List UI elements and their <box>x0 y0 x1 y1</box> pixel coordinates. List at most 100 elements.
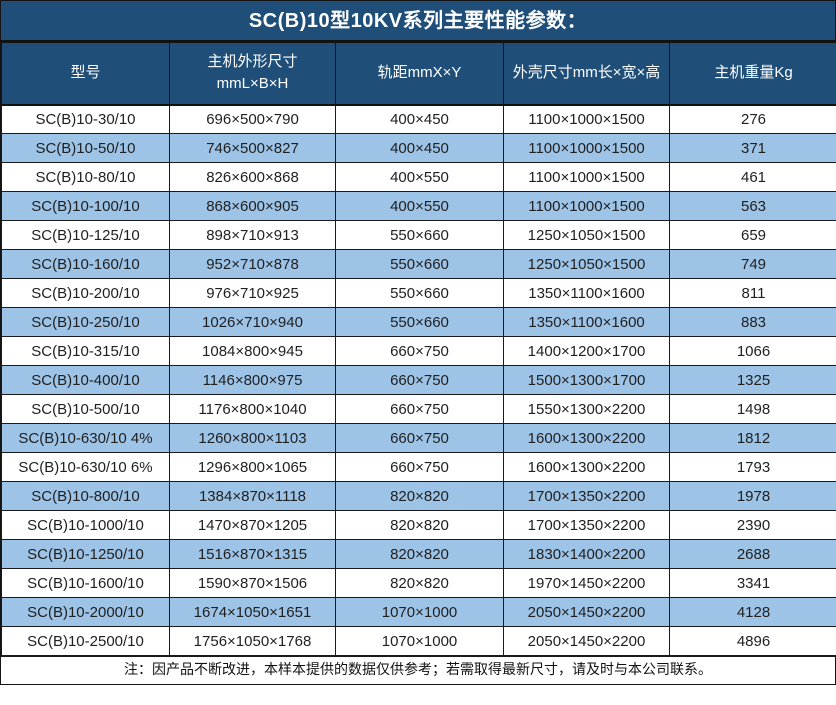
cell-shell-size: 1350×1100×1600 <box>503 278 670 308</box>
table-row: SC(B)10-1250/10 1516×870×1315 820×820 1830×… <box>1 539 836 569</box>
col-header-model-label: 型号 <box>70 64 101 82</box>
table-row: SC(B)10-2500/10 1756×1050×1768 1070×1000 20… <box>1 626 836 656</box>
cell-model: SC(B)10-1250/10 <box>1 539 170 569</box>
footnote: 注：因产品不断改进，本样本提供的数据仅供参考；若需取得最新尺寸，请及时与本公司联… <box>1 656 835 684</box>
cell-rail-gauge: 820×820 <box>335 539 504 569</box>
cell-weight: 883 <box>669 307 836 337</box>
cell-rail-gauge: 550×660 <box>335 220 504 250</box>
cell-weight: 749 <box>669 249 836 279</box>
cell-shell-size: 1500×1300×1700 <box>503 365 670 395</box>
cell-rail-gauge: 660×750 <box>335 394 504 424</box>
parameters-table: 型号 主机外形尺寸 mmL×B×H 轨距mmX×Y 外壳尺寸mm长×宽×高 主机… <box>1 42 836 656</box>
cell-model: SC(B)10-2000/10 <box>1 597 170 627</box>
cell-dimensions: 1470×870×1205 <box>169 510 336 540</box>
cell-rail-gauge: 400×450 <box>335 133 504 163</box>
header-row: 型号 主机外形尺寸 mmL×B×H 轨距mmX×Y 外壳尺寸mm长×宽×高 主机… <box>1 42 836 106</box>
col-header-dimensions-line1: 主机外形尺寸 <box>207 53 298 71</box>
cell-model: SC(B)10-160/10 <box>1 249 170 279</box>
cell-model: SC(B)10-125/10 <box>1 220 170 250</box>
cell-rail-gauge: 820×820 <box>335 481 504 511</box>
cell-dimensions: 868×600×905 <box>169 191 336 221</box>
cell-weight: 371 <box>669 133 836 163</box>
cell-rail-gauge: 660×750 <box>335 423 504 453</box>
cell-shell-size: 1970×1450×2200 <box>503 568 670 598</box>
cell-rail-gauge: 660×750 <box>335 452 504 482</box>
col-header-weight-label: 主机重量Kg <box>714 64 793 82</box>
cell-shell-size: 1100×1000×1500 <box>503 104 670 134</box>
col-header-dimensions-line2: mmL×B×H <box>216 75 289 93</box>
cell-weight: 3341 <box>669 568 836 598</box>
cell-weight: 276 <box>669 104 836 134</box>
cell-shell-size: 1700×1350×2200 <box>503 481 670 511</box>
cell-shell-size: 1550×1300×2200 <box>503 394 670 424</box>
cell-rail-gauge: 550×660 <box>335 278 504 308</box>
cell-model: SC(B)10-50/10 <box>1 133 170 163</box>
cell-dimensions: 976×710×925 <box>169 278 336 308</box>
cell-dimensions: 1384×870×1118 <box>169 481 336 511</box>
table-row: SC(B)10-200/10 976×710×925 550×660 1350×110… <box>1 278 836 308</box>
cell-rail-gauge: 400×550 <box>335 191 504 221</box>
cell-model: SC(B)10-80/10 <box>1 162 170 192</box>
cell-dimensions: 1674×1050×1651 <box>169 597 336 627</box>
cell-shell-size: 1700×1350×2200 <box>503 510 670 540</box>
col-header-rail-gauge-label: 轨距mmX×Y <box>377 64 462 82</box>
cell-model: SC(B)10-800/10 <box>1 481 170 511</box>
spec-table: SC(B)10型10KV系列主要性能参数： 型号 主机外形尺寸 mmL×B×H … <box>0 0 836 685</box>
table-row: SC(B)10-1000/10 1470×870×1205 820×820 1700×… <box>1 510 836 540</box>
cell-weight: 1978 <box>669 481 836 511</box>
cell-rail-gauge: 550×660 <box>335 307 504 337</box>
cell-shell-size: 1250×1050×1500 <box>503 220 670 250</box>
cell-rail-gauge: 400×550 <box>335 162 504 192</box>
cell-dimensions: 1176×800×1040 <box>169 394 336 424</box>
cell-dimensions: 826×600×868 <box>169 162 336 192</box>
cell-shell-size: 1600×1300×2200 <box>503 452 670 482</box>
cell-model: SC(B)10-500/10 <box>1 394 170 424</box>
cell-dimensions: 1084×800×945 <box>169 336 336 366</box>
cell-model: SC(B)10-630/10 6% <box>1 452 170 482</box>
col-header-shell-size-label: 外壳尺寸mm长×宽×高 <box>512 64 661 82</box>
cell-shell-size: 1100×1000×1500 <box>503 162 670 192</box>
table-row: SC(B)10-500/10 1176×800×1040 660×750 1550×1… <box>1 394 836 424</box>
table-header: 型号 主机外形尺寸 mmL×B×H 轨距mmX×Y 外壳尺寸mm长×宽×高 主机… <box>1 42 836 106</box>
table-row: SC(B)10-30/10 696×500×790 400×450 1100×1000… <box>1 104 836 134</box>
cell-model: SC(B)10-30/10 <box>1 104 170 134</box>
cell-weight: 2688 <box>669 539 836 569</box>
cell-model: SC(B)10-200/10 <box>1 278 170 308</box>
table-row: SC(B)10-125/10 898×710×913 550×660 1250×105… <box>1 220 836 250</box>
table-row: SC(B)10-250/10 1026×710×940 550×660 1350×11… <box>1 307 836 337</box>
cell-rail-gauge: 820×820 <box>335 510 504 540</box>
cell-shell-size: 1400×1200×1700 <box>503 336 670 366</box>
table-row: SC(B)10-80/10 826×600×868 400×550 1100×1000… <box>1 162 836 192</box>
cell-rail-gauge: 660×750 <box>335 365 504 395</box>
col-header-shell-size: 外壳尺寸mm长×宽×高 <box>503 42 670 106</box>
table-row: SC(B)10-100/10 868×600×905 400×550 1100×100… <box>1 191 836 221</box>
cell-dimensions: 696×500×790 <box>169 104 336 134</box>
cell-weight: 461 <box>669 162 836 192</box>
cell-model: SC(B)10-315/10 <box>1 336 170 366</box>
table-row: SC(B)10-160/10 952×710×878 550×660 1250×105… <box>1 249 836 279</box>
cell-model: SC(B)10-630/10 4% <box>1 423 170 453</box>
cell-dimensions: 1146×800×975 <box>169 365 336 395</box>
col-header-rail-gauge: 轨距mmX×Y <box>335 42 504 106</box>
cell-weight: 659 <box>669 220 836 250</box>
cell-model: SC(B)10-400/10 <box>1 365 170 395</box>
cell-weight: 811 <box>669 278 836 308</box>
cell-dimensions: 1516×870×1315 <box>169 539 336 569</box>
cell-rail-gauge: 1070×1000 <box>335 597 504 627</box>
table-row: SC(B)10-800/10 1384×870×1118 820×820 1700×1… <box>1 481 836 511</box>
cell-dimensions: 1756×1050×1768 <box>169 626 336 656</box>
table-row: SC(B)10-630/10 6% 1296×800×1065 660×750 160… <box>1 452 836 482</box>
table-row: SC(B)10-315/10 1084×800×945 660×750 1400×12… <box>1 336 836 366</box>
cell-shell-size: 1350×1100×1600 <box>503 307 670 337</box>
table-row: SC(B)10-400/10 1146×800×975 660×750 1500×13… <box>1 365 836 395</box>
col-header-dimensions: 主机外形尺寸 mmL×B×H <box>169 42 336 106</box>
cell-dimensions: 898×710×913 <box>169 220 336 250</box>
cell-model: SC(B)10-1600/10 <box>1 568 170 598</box>
cell-dimensions: 952×710×878 <box>169 249 336 279</box>
cell-shell-size: 2050×1450×2200 <box>503 597 670 627</box>
cell-weight: 1498 <box>669 394 836 424</box>
cell-weight: 1793 <box>669 452 836 482</box>
table-body: SC(B)10-30/10 696×500×790 400×450 1100×1000… <box>1 104 836 656</box>
cell-weight: 1066 <box>669 336 836 366</box>
cell-model: SC(B)10-250/10 <box>1 307 170 337</box>
